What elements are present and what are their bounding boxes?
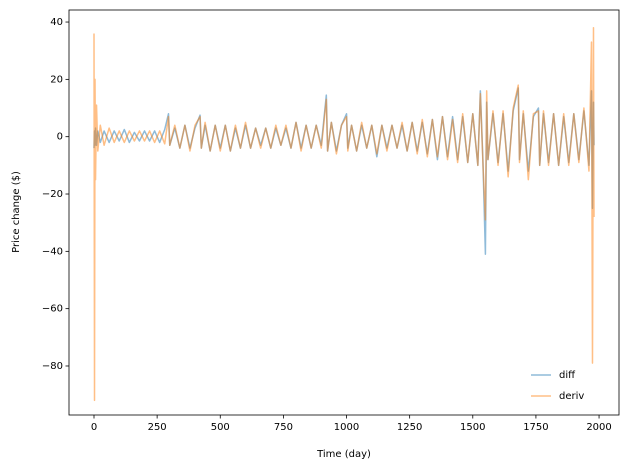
series-line <box>93 27 595 402</box>
plot-frame <box>68 9 620 416</box>
y-axis-label: Price change ($) <box>11 171 22 253</box>
x-tick-label: 1250 <box>397 422 422 433</box>
x-tick-label: 500 <box>211 422 230 433</box>
legend-label: diff <box>559 370 576 381</box>
x-axis-label: Time (day) <box>316 449 371 460</box>
y-tick-label: −20 <box>42 189 63 200</box>
y-tick-label: 40 <box>50 17 63 28</box>
x-tick-label: 2000 <box>586 422 611 433</box>
y-tick-label: 20 <box>50 74 63 85</box>
x-tick-label: 1000 <box>334 422 359 433</box>
x-tick-label: 250 <box>148 422 167 433</box>
y-tick-label: −60 <box>42 304 63 315</box>
x-tick-label: 750 <box>274 422 293 433</box>
x-tick-label: 1500 <box>460 422 485 433</box>
y-tick-label: −80 <box>42 361 63 372</box>
x-tick-label: 0 <box>91 422 97 433</box>
x-tick-label: 1750 <box>523 422 548 433</box>
legend-label: deriv <box>559 391 584 402</box>
y-tick-label: −40 <box>42 246 63 257</box>
y-tick-label: 0 <box>57 132 63 143</box>
